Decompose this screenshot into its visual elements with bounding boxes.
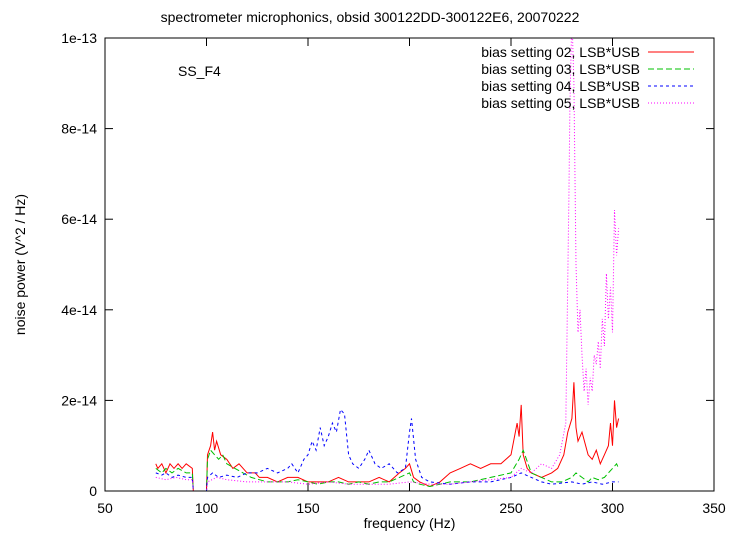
x-tick-label: 150 xyxy=(296,500,320,516)
y-tick-label: 1e-13 xyxy=(61,30,97,46)
series-line-3 xyxy=(155,408,619,491)
series-line-2 xyxy=(155,448,620,491)
x-tick-label: 350 xyxy=(702,500,726,516)
chart-annotation: SS_F4 xyxy=(178,63,221,79)
x-axis-label: frequency (Hz) xyxy=(364,515,456,531)
legend-label-4: bias setting 05, LSB*USB xyxy=(481,95,640,111)
y-axis-label: noise power (V^2 / Hz) xyxy=(12,194,28,335)
x-tick-label: 200 xyxy=(398,500,422,516)
plot-frame xyxy=(104,37,715,492)
x-tick-label: 50 xyxy=(97,500,113,516)
chart-title: spectrometer microphonics, obsid 300122D… xyxy=(161,9,580,25)
y-tick-label: 8e-14 xyxy=(61,121,97,137)
series-layer xyxy=(155,38,620,491)
legend-label-2: bias setting 03, LSB*USB xyxy=(481,61,640,77)
y-axis-ticks: 0 2e-14 4e-14 6e-14 8e-14 1e-13 xyxy=(61,30,714,499)
x-tick-label: 250 xyxy=(499,500,523,516)
y-tick-label: 2e-14 xyxy=(61,392,97,408)
x-tick-label: 300 xyxy=(601,500,625,516)
series-line-1 xyxy=(155,382,620,491)
y-tick-label: 0 xyxy=(89,483,97,499)
x-tick-label: 100 xyxy=(195,500,219,516)
y-tick-label: 6e-14 xyxy=(61,211,97,227)
legend-label-3: bias setting 04, LSB*USB xyxy=(481,78,640,94)
y-tick-label: 4e-14 xyxy=(61,302,97,318)
legend-label-1: bias setting 02, LSB*USB xyxy=(481,44,640,60)
series-line-4 xyxy=(155,38,620,491)
